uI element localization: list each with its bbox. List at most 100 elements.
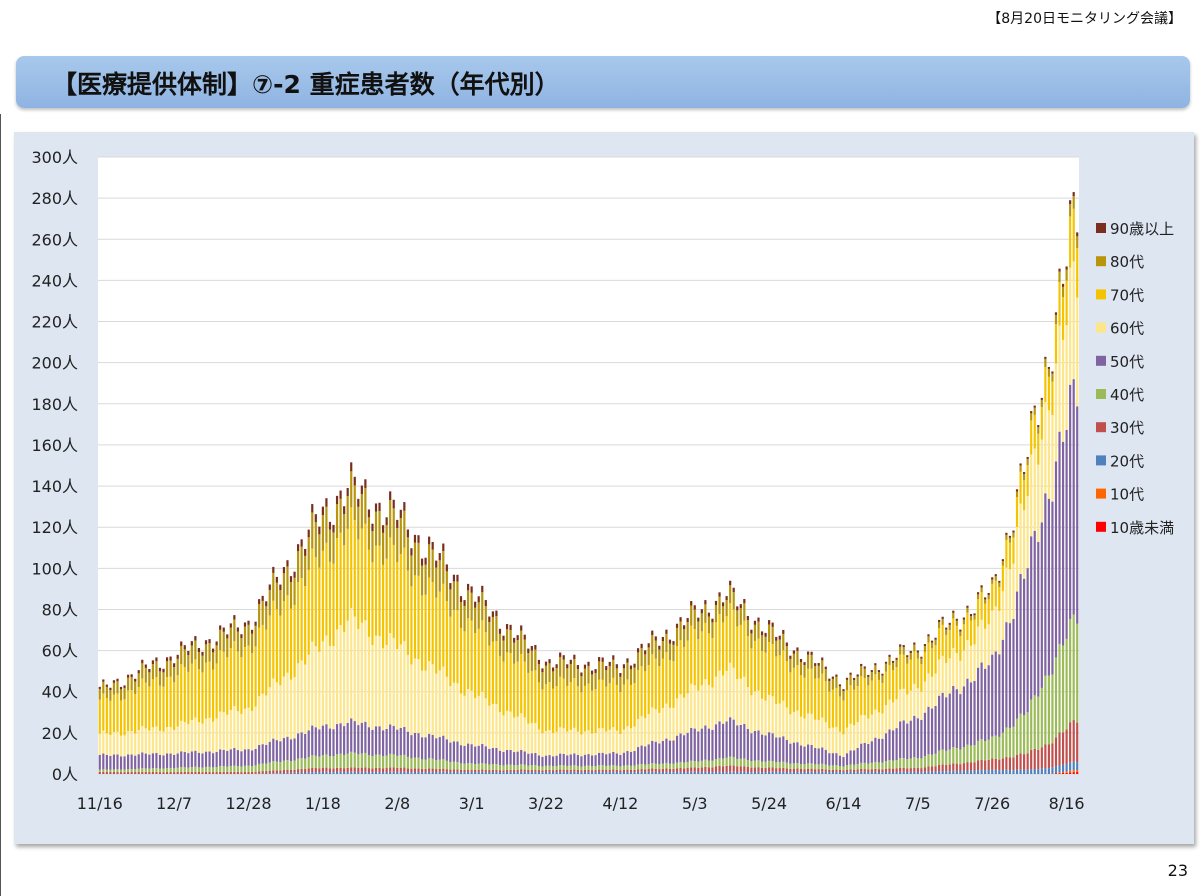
- bar-segment: [477, 628, 480, 696]
- bar-segment: [952, 610, 955, 613]
- bar-segment: [782, 650, 785, 701]
- bar-segment: [916, 688, 919, 719]
- bar-segment: [984, 668, 987, 742]
- bar-segment: [466, 689, 470, 744]
- bar-segment: [144, 771, 147, 774]
- bar-segment: [442, 551, 445, 584]
- bar-segment: [470, 769, 473, 772]
- bar-segment: [431, 768, 434, 772]
- bar-segment: [481, 769, 484, 772]
- bar-segment: [1044, 358, 1047, 367]
- bar-segment: [137, 673, 140, 687]
- bar-segment: [431, 734, 434, 759]
- bar-segment: [385, 768, 388, 773]
- bar-segment: [254, 748, 257, 766]
- bar-segment: [495, 616, 498, 642]
- bar-segment: [959, 694, 962, 750]
- bar-segment: [1054, 324, 1058, 364]
- bar-segment: [884, 663, 888, 672]
- bar-segment: [537, 770, 541, 773]
- bar-segment: [289, 760, 293, 770]
- bar-segment: [697, 731, 700, 762]
- bar-segment: [229, 648, 232, 710]
- bar-segment: [906, 768, 909, 772]
- bar-segment: [845, 727, 849, 754]
- bar-segment: [1040, 747, 1043, 769]
- bar-segment: [424, 772, 427, 774]
- bar-segment: [318, 526, 321, 535]
- bar-segment: [884, 768, 888, 772]
- bar-segment: [863, 678, 866, 716]
- bar-segment: [622, 729, 626, 753]
- bar-segment: [863, 771, 866, 774]
- bar-segment: [165, 727, 169, 754]
- bar-segment: [969, 614, 973, 616]
- bar-segment: [1054, 657, 1058, 738]
- bar-segment: [286, 560, 289, 567]
- bar-segment: [658, 769, 661, 773]
- bar-segment: [541, 772, 544, 774]
- bar-segment: [459, 602, 463, 628]
- bar-segment: [821, 657, 824, 661]
- bar-segment: [112, 732, 116, 755]
- bar-segment: [226, 771, 229, 774]
- bar-segment: [162, 768, 165, 773]
- bar-segment: [389, 767, 392, 772]
- bar-segment: [984, 628, 987, 669]
- bar-segment: [396, 562, 399, 649]
- bar-segment: [913, 683, 916, 716]
- bar-segment: [743, 723, 746, 759]
- bar-segment: [746, 636, 749, 687]
- bar-segment: [442, 543, 445, 552]
- bar-segment: [176, 767, 179, 772]
- bar-segment: [806, 654, 810, 669]
- bar-segment: [580, 766, 583, 771]
- bar-segment: [527, 723, 530, 754]
- bar-segment: [325, 542, 328, 636]
- bar-segment: [821, 763, 824, 769]
- bar-segment: [665, 652, 668, 704]
- bar-segment: [332, 756, 335, 769]
- bar-segment: [1054, 363, 1058, 462]
- bar-segment: [399, 771, 402, 774]
- bar-segment: [452, 769, 456, 772]
- bar-segment: [98, 754, 101, 770]
- bar-segment: [247, 771, 250, 774]
- bar-segment: [619, 673, 622, 677]
- bar-segment: [339, 498, 342, 533]
- bar-segment: [1047, 744, 1050, 769]
- legend-swatch: [1096, 422, 1106, 433]
- bar-segment: [806, 744, 810, 764]
- bar-segment: [523, 771, 526, 774]
- bar-segment: [551, 772, 555, 774]
- bar-segment: [371, 531, 374, 563]
- bar-segment: [718, 771, 721, 774]
- bar-segment: [452, 741, 456, 762]
- bar-segment: [916, 768, 919, 772]
- bar-segment: [909, 768, 912, 772]
- bar-segment: [513, 765, 516, 771]
- bar-segment: [477, 602, 480, 629]
- bar-segment: [190, 663, 193, 720]
- legend-swatch: [1096, 289, 1106, 300]
- bar-segment: [520, 625, 523, 631]
- bar-segment: [714, 766, 718, 772]
- bar-segment: [768, 760, 771, 768]
- bar-segment: [948, 693, 951, 750]
- bar-segment: [838, 696, 842, 732]
- bar-segment: [1047, 410, 1050, 499]
- bar-segment: [328, 645, 332, 729]
- bar-segment: [899, 654, 902, 690]
- bar-segment: [190, 641, 193, 646]
- bar-segment: [321, 725, 324, 756]
- bar-segment: [406, 731, 409, 757]
- bar-segment: [449, 769, 452, 773]
- bar-segment: [775, 636, 778, 641]
- bar-segment: [966, 605, 969, 608]
- bar-segment: [318, 772, 321, 774]
- bar-segment: [583, 731, 587, 755]
- bar-segment: [814, 719, 817, 748]
- bar-segment: [413, 542, 417, 576]
- bar-segment: [134, 678, 137, 682]
- bar-segment: [987, 599, 990, 625]
